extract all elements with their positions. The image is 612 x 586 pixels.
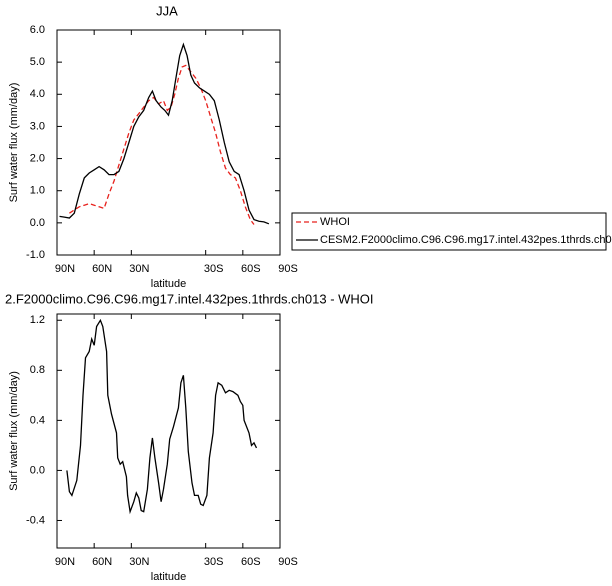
legend-label: CESM2.F2000climo.C96.C96.mg17.intel.432p… xyxy=(320,234,612,246)
chart-title: JJA xyxy=(156,3,178,18)
x-tick-label: 30N xyxy=(129,556,149,568)
y-tick-label: 6.0 xyxy=(30,24,45,36)
x-tick-label: 60S xyxy=(241,263,261,275)
y-axis-label: Surf water flux (mm/day) xyxy=(8,83,20,203)
x-tick-label: 60N xyxy=(92,556,112,568)
y-tick-label: -0.4 xyxy=(26,514,45,526)
y-tick-label: 3.0 xyxy=(30,120,45,132)
x-axis-label: latitude xyxy=(151,278,186,290)
plot-frame xyxy=(56,313,281,549)
legend-box xyxy=(291,212,607,251)
y-tick-label: 0.8 xyxy=(30,364,45,376)
x-axis-label: latitude xyxy=(151,571,186,583)
x-tick-label: 90S xyxy=(278,556,298,568)
y-tick-label: 1.0 xyxy=(30,185,45,197)
x-tick-label: 90N xyxy=(55,263,75,275)
x-tick-label: 30N xyxy=(129,263,149,275)
data-line xyxy=(59,42,270,225)
y-axis-label: Surf water flux (mm/day) xyxy=(8,371,20,491)
y-tick-label: 0.4 xyxy=(30,414,45,426)
y-tick-label: 5.0 xyxy=(30,56,45,68)
y-tick-label: 2.0 xyxy=(30,152,45,164)
x-tick-label: 30S xyxy=(204,263,224,275)
data-line xyxy=(69,64,255,225)
y-tick-label: 1.2 xyxy=(30,314,45,326)
y-tick-label: -1.0 xyxy=(26,249,45,261)
y-tick-label: 0.0 xyxy=(30,464,45,476)
x-tick-label: 90S xyxy=(278,263,298,275)
x-tick-label: 60S xyxy=(241,556,261,568)
y-tick-label: 0.0 xyxy=(30,217,45,229)
x-tick-label: 60N xyxy=(92,263,112,275)
x-tick-label: 90N xyxy=(55,556,75,568)
x-tick-label: 30S xyxy=(204,556,224,568)
data-line xyxy=(66,318,258,515)
y-tick-label: 4.0 xyxy=(30,88,45,100)
legend-label: WHOI xyxy=(320,216,350,228)
chart-title: 2.F2000climo.C96.C96.mg17.intel.432pes.1… xyxy=(5,291,374,306)
plot-frame xyxy=(56,29,281,256)
